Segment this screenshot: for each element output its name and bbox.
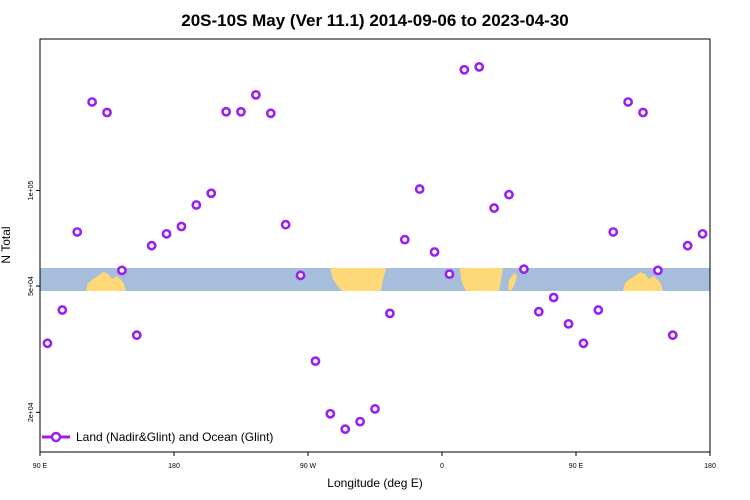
- data-point: [176, 221, 187, 232]
- data-point: [429, 247, 440, 257]
- data-point: [623, 97, 634, 107]
- plot-frame: [39, 38, 711, 453]
- data-point: [578, 338, 589, 349]
- data-point: [325, 408, 336, 419]
- data-point: [295, 270, 306, 281]
- x-tick-label: 90 E: [33, 463, 48, 470]
- y-axis: 2e+04 5e+04 1e+05: [28, 181, 40, 422]
- data-point: [652, 265, 663, 276]
- data-point: [146, 240, 157, 251]
- data-point: [87, 97, 98, 107]
- x-axis-label: Longitude (deg E): [327, 476, 422, 490]
- legend-label: Land (Nadir&Glint) and Ocean (Glint): [76, 430, 273, 444]
- data-point: [399, 234, 410, 245]
- data-point: [131, 330, 142, 341]
- data-point: [250, 89, 261, 100]
- data-point: [697, 228, 708, 239]
- data-point: [221, 106, 232, 117]
- data-point: [459, 64, 470, 75]
- data-point: [206, 188, 217, 199]
- data-point: [414, 184, 425, 194]
- land-madagascar: [508, 273, 517, 291]
- data-point: [370, 404, 380, 414]
- data-point: [548, 292, 559, 303]
- x-tick-label: 90 E: [569, 463, 584, 470]
- data-points: [42, 62, 708, 435]
- y-axis-label: N Total: [0, 226, 13, 263]
- data-point: [57, 305, 68, 315]
- data-point: [72, 227, 83, 237]
- data-point: [384, 308, 395, 319]
- data-point: [161, 228, 172, 239]
- data-point: [102, 107, 112, 118]
- data-point: [533, 306, 544, 317]
- y-tick-label: 2e+04: [28, 402, 35, 422]
- x-tick-label: 180: [704, 463, 716, 470]
- data-point: [340, 424, 351, 435]
- map-strip: [40, 268, 710, 291]
- data-point: [504, 189, 514, 200]
- land-australia: [86, 272, 126, 291]
- data-point: [474, 62, 485, 72]
- data-point: [42, 338, 53, 349]
- legend-circle-marker: [50, 431, 62, 443]
- land-south-america: [330, 268, 386, 291]
- data-point: [191, 200, 202, 210]
- data-point: [608, 227, 619, 237]
- data-point: [489, 203, 500, 213]
- chart-title: 20S-10S May (Ver 11.1) 2014-09-06 to 202…: [181, 11, 568, 30]
- y-tick-label: 1e+05: [28, 181, 35, 201]
- data-point: [280, 219, 291, 230]
- data-point: [116, 265, 127, 276]
- data-point: [236, 106, 246, 117]
- data-point: [593, 305, 604, 315]
- data-point: [667, 330, 678, 341]
- legend: Land (Nadir&Glint) and Ocean (Glint): [42, 430, 273, 444]
- x-tick-label: 90 W: [300, 463, 317, 470]
- x-tick-label: 0: [440, 463, 444, 470]
- data-point: [638, 107, 648, 118]
- data-point: [310, 356, 321, 367]
- data-point: [563, 318, 574, 329]
- data-point: [265, 108, 276, 119]
- y-tick-label: 5e+04: [28, 276, 35, 296]
- data-point: [355, 416, 366, 427]
- x-axis: 90 E 180 90 W 0 90 E 180: [33, 452, 716, 470]
- data-point: [444, 269, 455, 280]
- land-masses: [86, 268, 663, 291]
- data-point: [682, 240, 693, 251]
- land-africa: [460, 268, 503, 291]
- x-tick-label: 180: [168, 463, 180, 470]
- land-australia: [623, 272, 663, 291]
- data-point: [518, 264, 529, 275]
